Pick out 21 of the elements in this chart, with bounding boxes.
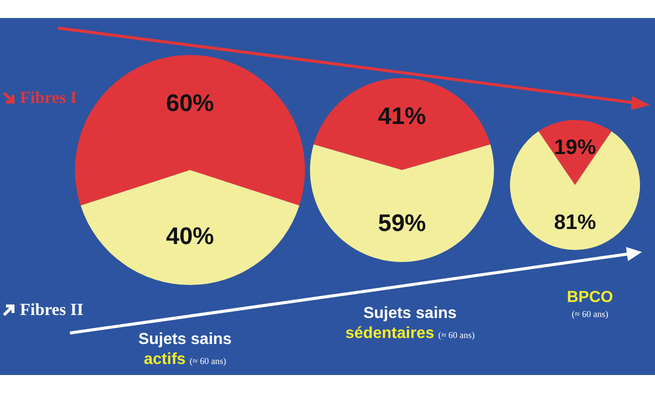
text: (≈ 60 ans) xyxy=(190,356,226,366)
legend-label: Fibres I xyxy=(20,88,77,108)
data-label: 59% xyxy=(378,210,426,237)
text: BPCO xyxy=(566,289,614,306)
pie-slice xyxy=(80,170,300,285)
text: (≈ 60 ans) xyxy=(438,330,475,340)
slice-label: Fibres II xyxy=(20,300,84,320)
data-label: 60% xyxy=(166,90,214,117)
text: sédentaires xyxy=(345,325,434,342)
data-label: 19% xyxy=(554,136,596,159)
data-label: 81% xyxy=(554,211,596,234)
pie-slice xyxy=(310,144,494,262)
text: Sujets sains xyxy=(362,304,458,324)
text: Sujets sains xyxy=(137,330,233,350)
text: actifs xyxy=(144,351,186,368)
pie-slice xyxy=(510,131,640,250)
pie-slice xyxy=(75,55,305,206)
text: (≈ 60 ans) xyxy=(570,308,610,320)
data-label: 40% xyxy=(166,223,214,250)
data-label: 41% xyxy=(378,103,426,130)
pie-slice xyxy=(314,78,490,170)
